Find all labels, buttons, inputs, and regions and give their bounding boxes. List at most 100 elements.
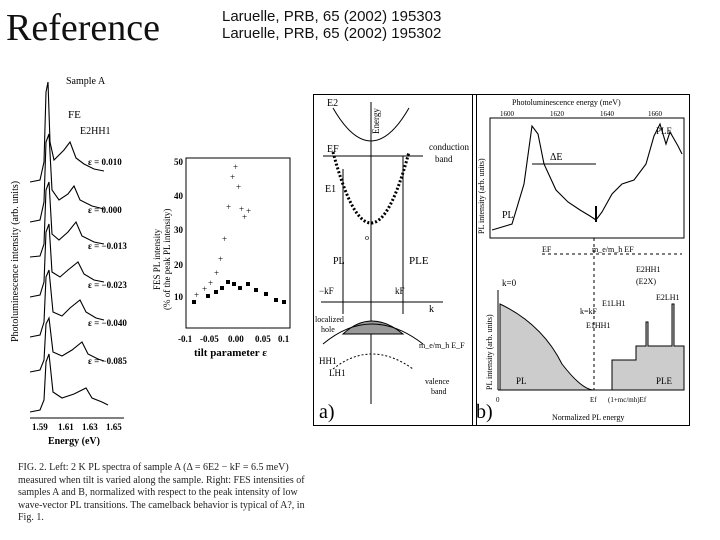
- panel-a-label: a): [319, 401, 335, 423]
- square-markers: [192, 280, 286, 304]
- e2hh1-peak-label: E2HH1: [80, 126, 111, 137]
- reference-line: Laruelle, PRB, 65 (2002) 195303: [222, 8, 442, 25]
- x-tick-label: 0.05: [255, 334, 271, 344]
- left-y-axis-label: Photoluminescence intensity (arb. units): [10, 181, 21, 342]
- plus-marker: +: [202, 284, 207, 294]
- x-tick-label: 1.59: [32, 422, 48, 432]
- bottom-tick-label: 0: [496, 396, 500, 404]
- spectrum-curve: [29, 223, 105, 298]
- top-axis-label: Photoluminescence energy (meV): [512, 98, 621, 107]
- e1-label: E1: [325, 184, 336, 195]
- spectrum-curve: [29, 181, 105, 258]
- y-tick-label: 30: [174, 225, 184, 235]
- square-marker: [220, 286, 224, 290]
- left-x-ticks: 1.59 1.61 1.63 1.65: [32, 422, 122, 432]
- top-y-label: PL intensity (arb. units): [477, 158, 486, 234]
- reference-line: Laruelle, PRB, 65 (2002) 195302: [222, 25, 442, 42]
- neg-kf-label: −kF: [319, 286, 334, 296]
- top-ticks: 1600 1620 1640 1660: [500, 110, 663, 118]
- top-tick-label: 1640: [600, 110, 615, 118]
- fe-peak-label: FE: [68, 109, 81, 121]
- kf-label: kF: [395, 286, 405, 296]
- kkf-label: k=kF: [580, 307, 598, 316]
- lh1-label: LH1: [329, 368, 346, 378]
- bottom-x-ticks: 0 Ef (1+mc/mh)Ef: [496, 396, 647, 404]
- y-tick-label: 10: [174, 292, 184, 302]
- mid-x-axis-label: tilt parameter ε: [194, 347, 267, 359]
- pl-ple-panel-b: Photoluminescence energy (meV) 1600 1620…: [472, 94, 690, 426]
- square-marker: [274, 298, 278, 302]
- plus-marker: +: [214, 268, 219, 278]
- mid-y-axis-label-2: (% of the peak PL intensity): [162, 209, 172, 310]
- strain-label: ε = −0.013: [88, 241, 127, 251]
- plus-marker: +: [222, 234, 227, 244]
- square-marker: [282, 300, 286, 304]
- energy-label: Energy: [371, 108, 381, 134]
- valence-band-label: band: [431, 387, 447, 396]
- bottom-y-label: PL intensity (arb. units): [485, 314, 494, 390]
- square-marker: [246, 282, 250, 286]
- plus-marker: +: [239, 204, 244, 214]
- plus-marker: +: [226, 202, 231, 212]
- square-marker: [192, 300, 196, 304]
- x-tick-label: 0.00: [228, 334, 244, 344]
- ple-step-area: [611, 303, 685, 391]
- square-marker: [206, 294, 210, 298]
- zero-point-label: o: [365, 233, 369, 242]
- slide-title: Reference: [6, 7, 160, 49]
- sample-label: Sample A: [66, 76, 106, 87]
- square-marker: [226, 280, 230, 284]
- strain-label: ε = −0.040: [88, 318, 127, 328]
- spectra-curves: [29, 81, 109, 413]
- plus-markers: + + + + + + + + + + + + +: [194, 162, 251, 300]
- pl-ple-spectrum: [491, 122, 683, 231]
- x-tick-label: 1.63: [82, 422, 98, 432]
- bottom-tick-label: (1+mc/mh)Ef: [608, 396, 647, 404]
- bottom-pl-label: PL: [516, 376, 527, 386]
- plus-marker: +: [194, 290, 199, 300]
- plus-marker: +: [208, 278, 213, 288]
- e2hh1-label: E2HH1: [636, 265, 660, 274]
- top-tick-label: 1600: [500, 110, 515, 118]
- e2x-label: (E2X): [636, 277, 656, 286]
- mid-y-ticks: 10 20 30 40 50: [174, 157, 184, 302]
- plus-marker: +: [233, 162, 238, 172]
- spectrum-curve: [29, 81, 105, 183]
- square-marker: [254, 288, 258, 292]
- pl-label: PL: [333, 256, 345, 267]
- top-plot-frame: [489, 117, 685, 239]
- x-tick-label: -0.05: [200, 334, 219, 344]
- bottom-ple-label: PLE: [656, 376, 673, 386]
- plus-marker: +: [236, 182, 241, 192]
- strain-labels: ε = 0.010 ε = 0.000 ε = −0.013 ε = −0.02…: [88, 157, 127, 366]
- k-label: k: [429, 304, 434, 315]
- y-tick-label: 40: [174, 191, 184, 201]
- hh1-band-curve: [322, 323, 424, 345]
- top-ple-label: PLE: [656, 126, 673, 136]
- y-tick-label: 20: [174, 260, 184, 270]
- pl-spectra-figure: Photoluminescence intensity (arb. units)…: [10, 76, 127, 447]
- panel-a-frame: [313, 94, 477, 426]
- lh1-band-curve: [332, 353, 414, 370]
- square-marker: [264, 292, 268, 296]
- panel-b-frame: [472, 94, 690, 426]
- conduction-label: conduction: [429, 142, 469, 152]
- plus-marker: +: [218, 254, 223, 264]
- strain-label: ε = 0.000: [88, 205, 122, 215]
- strain-label: ε = −0.085: [88, 356, 127, 366]
- plus-marker: +: [242, 212, 247, 222]
- top-pl-label: PL: [502, 210, 514, 221]
- e1lh1-label: E1LH1: [602, 299, 626, 308]
- hh1-label: HH1: [319, 356, 337, 366]
- top-tick-label: 1660: [648, 110, 663, 118]
- hole-label: hole: [321, 325, 335, 334]
- e2lh1-label: E2LH1: [656, 293, 680, 302]
- square-marker: [238, 286, 242, 290]
- spectrum-curve: [29, 316, 105, 373]
- figure-caption: FIG. 2. Left: 2 K PL spectra of sample A…: [18, 462, 305, 523]
- e2-label: E2: [327, 98, 338, 109]
- localized-hole-region: [341, 320, 405, 335]
- spectrum-curve: [29, 133, 105, 223]
- ef-scale-label: EF: [542, 245, 552, 254]
- top-tick-label: 1620: [550, 110, 565, 118]
